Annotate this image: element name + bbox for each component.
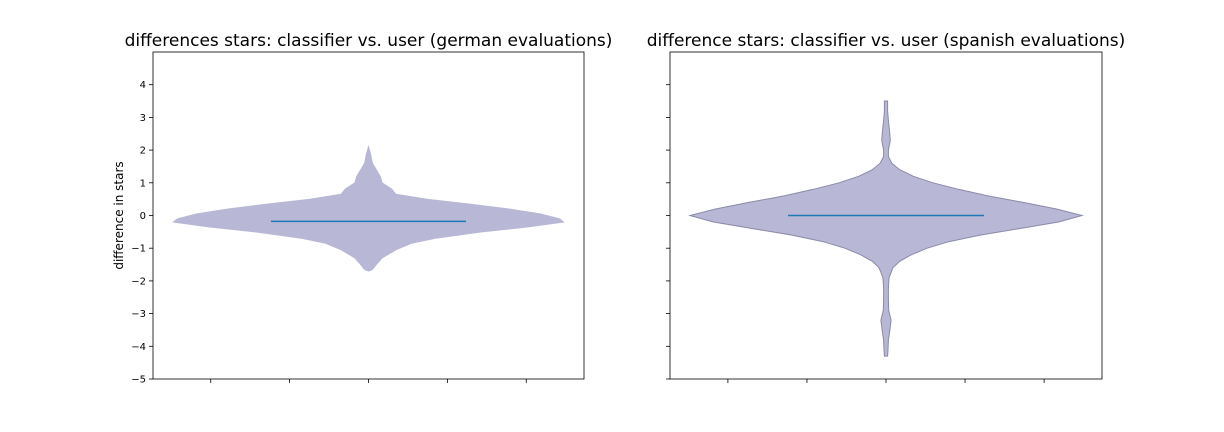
y-tick-label: −5	[131, 375, 146, 386]
y-tick-label: −2	[131, 276, 146, 287]
y-tick-label: 3	[140, 113, 146, 124]
y-tick-label: −4	[131, 342, 146, 353]
y-tick-label: 2	[140, 146, 146, 157]
violin-body	[688, 100, 1084, 357]
y-tick-label: −3	[131, 309, 146, 320]
chart-title: difference stars: classifier vs. user (s…	[647, 31, 1126, 51]
y-tick-label: 1	[140, 178, 146, 189]
violin-body	[172, 144, 565, 272]
y-tick-label: 4	[140, 80, 146, 91]
y-tick-label: −1	[131, 244, 146, 255]
y-axis-label: difference in stars	[112, 161, 126, 269]
german-violin-chart: differences stars: classifier vs. user (…	[112, 31, 612, 386]
y-tick-label: 0	[140, 211, 146, 222]
spanish-violin-chart: difference stars: classifier vs. user (s…	[647, 31, 1126, 383]
chart-title: differences stars: classifier vs. user (…	[125, 31, 613, 51]
